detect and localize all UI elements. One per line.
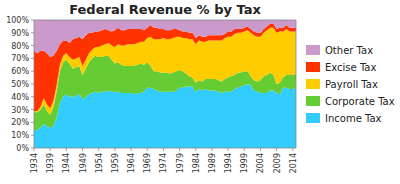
area [34,20,296,57]
x-tick-label: 2014 [289,153,298,173]
x-tick-label: 1959 [111,153,120,173]
x-tick-label: 1934 [30,153,39,173]
x-tick-label: 1989 [208,153,217,173]
x-tick [244,148,245,151]
x-tick [50,148,51,151]
legend-swatch [306,113,320,123]
y-tick [31,71,34,72]
x-tick-label: 1944 [62,153,71,173]
x-tick [211,148,212,151]
y-tick [31,135,34,136]
x-tick [276,148,277,151]
y-tick-label: 80% [11,42,29,51]
legend-label: Excise Tax [325,62,376,73]
y-tick [31,109,34,110]
y-tick-label: 60% [11,67,29,76]
legend-swatch [306,96,320,106]
legend-swatch [306,62,320,72]
legend-label: Payroll Tax [325,79,378,90]
y-tick [31,122,34,123]
x-tick [34,148,35,151]
y-tick [31,45,34,46]
x-tick [260,148,261,151]
y-tick-label: 50% [11,80,29,89]
legend-swatch [306,45,320,55]
x-tick-label: 2004 [256,153,265,173]
title: Federal Revenue % by Tax [69,2,261,17]
x-tick [147,148,148,151]
x-tick [163,148,164,151]
y-tick [31,58,34,59]
y-tick [31,96,34,97]
y-tick-label: 90% [11,29,29,38]
x-tick [82,148,83,151]
x-tick [228,148,229,151]
x-tick [66,148,67,151]
x-tick-label: 1964 [127,153,136,173]
x-tick-label: 1969 [143,153,152,173]
x-tick-label: 1984 [192,153,201,173]
legend-label: Income Tax [325,113,382,124]
legend-label: Other Tax [325,45,373,56]
x-tick [195,148,196,151]
x-tick [98,148,99,151]
y-tick-label: 30% [11,106,29,115]
legend-label: Corporate Tax [325,96,395,107]
y-tick-label: 20% [11,118,29,127]
legend-swatch [306,79,320,89]
y-tick-label: 10% [11,131,29,140]
x-tick-label: 1994 [224,153,233,173]
y-tick-label: 0% [16,144,29,153]
y-tick-label: 40% [11,93,29,102]
legend: Other Tax Excise Tax Payroll Tax Corporate … [306,45,395,124]
y-tick-label: 70% [11,54,29,63]
areas [34,20,296,148]
y-tick [31,20,34,21]
x-tick-label: 2009 [273,153,282,173]
x-tick [292,148,293,151]
x-tick-label: 1974 [159,153,168,173]
x-tick-label: 1939 [46,153,55,173]
y-tick [31,148,34,149]
x-tick [131,148,132,151]
chart: Federal Revenue % by Tax 0% 10% 20% 30% 40% 50… [0,0,400,184]
x-tick-label: 1979 [176,153,185,173]
y-tick [31,84,34,85]
y-tick-label: 100% [6,16,29,25]
plot-frame [34,20,296,148]
x-tick-label: 1954 [95,153,104,173]
x-tick-label: 1999 [240,153,249,173]
x-tick [179,148,180,151]
y-tick [31,32,34,33]
x-tick-label: 1949 [79,153,88,173]
x-tick [114,148,115,151]
